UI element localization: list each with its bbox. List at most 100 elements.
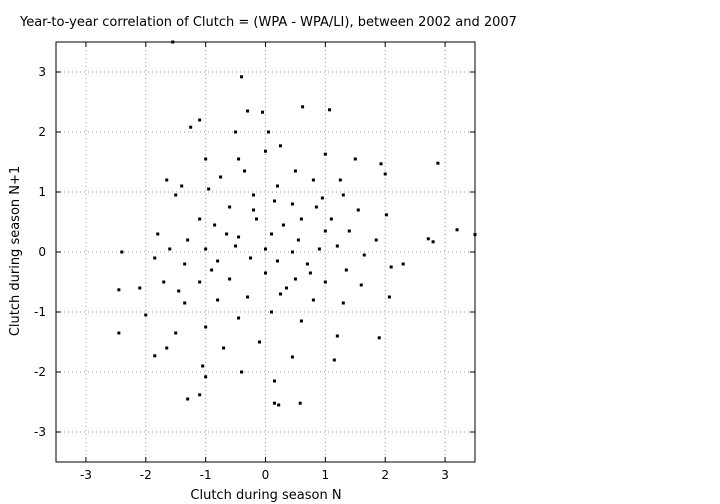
y-tick-label: -3 [34,425,46,439]
scatter-point [255,217,259,221]
scatter-point [341,193,345,197]
scatter-point [296,238,300,242]
scatter-point [198,393,202,397]
y-tick-label: 0 [38,245,46,259]
scatter-point [258,340,262,344]
scatter-point [186,397,190,401]
scatter-point [246,295,250,299]
scatter-point [311,298,315,302]
scatter-point [269,310,273,314]
scatter-point [177,289,181,293]
scatter-point [266,130,270,134]
scatter-point [198,217,202,221]
scatter-point [320,196,324,200]
y-tick-label: -2 [34,365,46,379]
scatter-point [436,161,440,165]
scatter-point [198,280,202,284]
scatter-point [174,193,178,197]
scatter-point [120,250,124,254]
scatter-point [237,235,241,239]
scatter-point [290,250,294,254]
x-tick-label: -3 [80,468,92,482]
axis-ticks: -3 -2 -1 0 1 2 3 -3 -2 -1 0 1 2 3 [34,42,475,482]
scatter-point [189,125,193,129]
scatter-point [401,262,405,266]
scatter-point [216,298,220,302]
scatter-point [314,205,318,209]
scatter-point [264,149,267,153]
scatter-point [138,286,142,290]
scatter-point [384,213,388,217]
scatter-point [264,247,267,251]
scatter-point [213,223,217,227]
scatter-point [277,403,281,407]
scatter-point [269,232,273,236]
scatter-point [186,238,190,242]
scatter-point [222,346,226,350]
scatter-point [323,152,327,156]
scatter-point [246,109,250,113]
scatter-point [243,169,247,173]
scatter-point [275,259,279,263]
scatter-point [252,193,256,197]
scatter-point [335,334,339,338]
scatter-point [347,229,351,233]
scatter-point [162,280,166,284]
x-tick-label: 0 [262,468,270,482]
scatter-point [323,280,327,284]
scatter-point [308,271,312,275]
scatter-point [237,157,241,161]
scatter-point [362,253,366,257]
x-tick-label: 1 [322,468,330,482]
scatter-point [144,313,148,317]
scatter-point [240,75,244,79]
scatter-point [219,175,223,179]
scatter-point [225,232,229,236]
scatter-point [165,346,169,350]
scatter-point [117,288,121,292]
scatter-point [278,144,282,148]
scatter-point [153,354,157,358]
scatter-point [234,130,238,134]
scatter-point [180,184,184,188]
scatter-point [204,375,208,379]
scatter-point [117,331,121,335]
x-tick-label: -1 [200,468,212,482]
x-tick-label: 2 [381,468,389,482]
y-tick-label: 1 [38,185,46,199]
scatter-point [272,401,276,405]
x-tick-label: -2 [140,468,152,482]
scatter-point [272,379,276,383]
scatter-point [204,325,208,329]
scatter-point [228,205,232,209]
scatter-point [201,364,205,368]
scatter-point [275,184,279,188]
scatter-point [249,256,253,260]
scatter-point [165,178,169,182]
scatter-point [210,268,214,272]
scatter-point [298,401,302,405]
scatter-point [174,331,178,335]
scatter-point [329,217,333,221]
scatter-point [240,370,244,374]
scatter-point [431,240,435,244]
scatter-point [156,232,160,236]
scatter-point [183,262,187,266]
scatter-point [261,110,265,114]
scatter-point [356,208,360,212]
scatter-point [278,292,282,296]
scatter-point [328,108,332,112]
scatter-point [290,355,294,359]
scatter-point [252,208,256,212]
scatter-point [383,172,387,176]
scatter-point [323,229,327,233]
scatter-point [207,187,211,191]
scatter-point [293,169,297,173]
scatter-point [455,228,459,232]
scatter-point [237,316,241,320]
scatter-point [335,244,339,248]
scatter-point [317,247,321,251]
scatter-point [234,244,238,248]
scatter-point [153,256,157,260]
